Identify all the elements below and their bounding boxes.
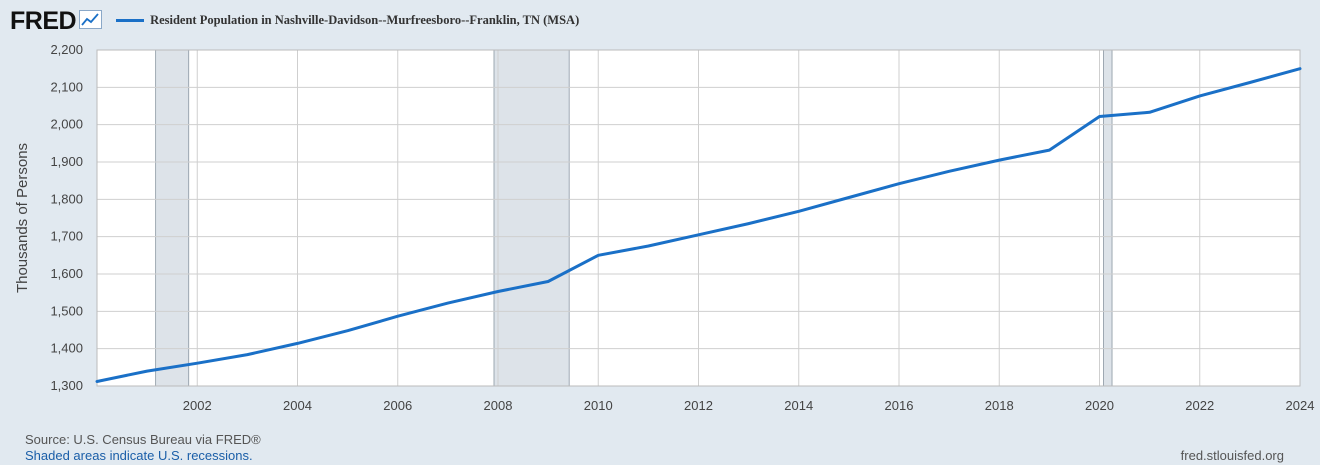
y-tick-label: 1,700 (50, 229, 83, 244)
x-tick-label: 2020 (1085, 398, 1114, 413)
legend-swatch (116, 18, 145, 22)
line-chart-icon (79, 10, 103, 29)
x-tick-label: 2010 (584, 398, 613, 413)
x-tick-label: 2002 (183, 398, 212, 413)
y-tick-label: 2,000 (50, 117, 83, 132)
recession-band (1103, 49, 1113, 387)
x-tick-label: 2016 (885, 398, 914, 413)
legend-series-label: Resident Population in Nashville-Davidso… (150, 12, 580, 27)
x-tick-label: 2012 (684, 398, 713, 413)
x-tick-label: 2006 (383, 398, 412, 413)
y-tick-label: 1,600 (50, 266, 83, 281)
recession-note[interactable]: Shaded areas indicate U.S. recessions. (25, 448, 253, 463)
x-tick-label: 2004 (283, 398, 312, 413)
site-url[interactable]: fred.stlouisfed.org (1180, 448, 1284, 463)
y-tick-label: 1,400 (50, 341, 83, 356)
y-tick-label: 1,900 (50, 154, 83, 169)
y-tick-label: 1,300 (50, 378, 83, 393)
x-tick-label: 2018 (985, 398, 1014, 413)
recession-band (493, 49, 570, 387)
legend: Resident Population in Nashville-Davidso… (116, 13, 579, 28)
series-line (95, 67, 1302, 383)
recession-band (155, 49, 190, 387)
source-note: Source: U.S. Census Bureau via FRED® (25, 432, 261, 447)
y-tick-label: 1,800 (50, 191, 83, 206)
plot-border (96, 49, 1301, 387)
x-tick-label: 2008 (484, 398, 513, 413)
y-tick-label: 2,100 (50, 79, 83, 94)
y-tick-label: 1,500 (50, 303, 83, 318)
footer-notes: Source: U.S. Census Bureau via FRED® Sha… (25, 432, 261, 464)
y-axis-label: Thousands of Persons (14, 143, 31, 293)
x-tick-label: 2014 (784, 398, 813, 413)
y-tick-label: 2,200 (50, 42, 83, 57)
x-tick-label: 2022 (1185, 398, 1214, 413)
fred-logo[interactable]: FRED (10, 6, 77, 35)
chart-header: FRED Resident Population in Nashville-Da… (10, 6, 579, 36)
x-tick-label: 2024 (1286, 398, 1315, 413)
